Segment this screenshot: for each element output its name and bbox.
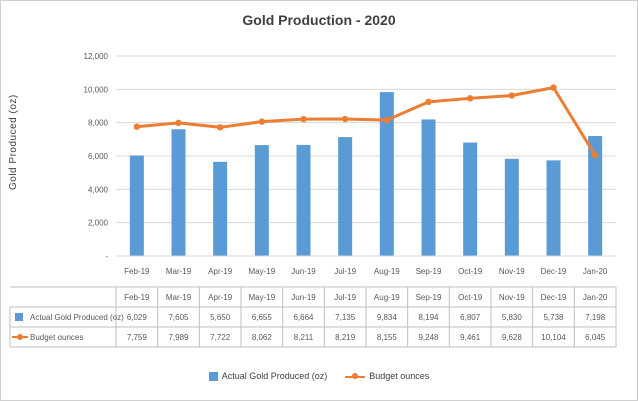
table-value-cell: 8,211 — [294, 333, 314, 342]
x-tick-label: Jan-20 — [583, 267, 608, 276]
bar-actual-Jan-20 — [588, 136, 603, 256]
table-header-cell: Feb-19 — [124, 293, 150, 302]
x-tick-label: Sep-19 — [416, 267, 442, 276]
legend-item-actual: Actual Gold Produced (oz) — [208, 371, 328, 381]
table-row-label: Actual Gold Produced (oz) — [30, 313, 124, 322]
table-value-cell: 9,834 — [377, 313, 398, 322]
legend: Actual Gold Produced (oz) Budget ounces — [0, 371, 638, 381]
table-value-cell: 5,830 — [502, 313, 523, 322]
table-header-cell: Sep-19 — [416, 293, 442, 302]
x-tick-label: Mar-19 — [166, 267, 192, 276]
bar-actual-Jun-19 — [296, 144, 311, 256]
point-budget-Jun-19 — [300, 115, 307, 123]
y-tick-label: 4,000 — [88, 185, 109, 194]
y-tick-label: 8,000 — [88, 119, 109, 128]
legend-swatch-line — [345, 372, 366, 381]
legend-label-actual: Actual Gold Produced (oz) — [221, 371, 328, 381]
table-value-cell: 6,807 — [460, 313, 481, 322]
table-header-cell: Oct-19 — [458, 293, 483, 302]
table-value-cell: 5,650 — [210, 313, 231, 322]
x-tick-label: Dec-19 — [541, 267, 567, 276]
x-tick-label: Jul-19 — [334, 267, 356, 276]
table-value-cell: 7,605 — [168, 313, 189, 322]
x-tick-label: May-19 — [248, 267, 275, 276]
legend-swatch-bar — [208, 371, 218, 381]
table-row-label: Budget ounces — [30, 333, 83, 342]
x-tick-label: Oct-19 — [458, 267, 483, 276]
table-value-cell: 7,759 — [127, 333, 148, 342]
point-budget-Jul-19 — [341, 115, 349, 123]
bar-actual-Jul-19 — [338, 137, 353, 256]
y-tick-label: 2,000 — [88, 219, 109, 228]
point-budget-Aug-19 — [383, 116, 391, 124]
table-value-cell: 6,029 — [127, 313, 148, 322]
bar-actual-Feb-19 — [129, 155, 144, 256]
table-header-cell: Aug-19 — [374, 293, 400, 302]
bar-actual-Nov-19 — [504, 158, 519, 256]
table-header-cell: Jul-19 — [334, 293, 356, 302]
table-header-cell: Jan-20 — [583, 293, 608, 302]
x-tick-label: Nov-19 — [499, 267, 525, 276]
table-header-cell: Jun-19 — [291, 293, 316, 302]
bar-actual-Apr-19 — [213, 161, 228, 256]
table-value-cell: 6,045 — [585, 333, 606, 342]
point-budget-Oct-19 — [466, 95, 474, 102]
point-budget-Jan-20 — [591, 152, 599, 159]
table-value-cell: 6,664 — [293, 313, 314, 322]
y-tick-label: 10,000 — [84, 85, 109, 94]
point-budget-Dec-19 — [550, 84, 557, 91]
bar-actual-Mar-19 — [171, 129, 186, 256]
table-header-cell: Nov-19 — [499, 293, 525, 302]
table-value-cell: 10,104 — [541, 333, 566, 342]
x-tick-label: Apr-19 — [208, 267, 233, 276]
table-value-cell: 9,248 — [418, 333, 439, 342]
table-value-cell: 8,155 — [377, 333, 398, 342]
table-value-cell: 8,194 — [418, 313, 439, 322]
table-value-cell: 7,135 — [335, 313, 356, 322]
table-header-cell: Apr-19 — [208, 293, 233, 302]
table-header-cell: Dec-19 — [541, 293, 567, 302]
point-budget-Apr-19 — [216, 124, 224, 131]
x-tick-label: Jun-19 — [291, 267, 316, 276]
line-budget — [136, 86, 597, 157]
table-header-cell: May-19 — [248, 293, 275, 302]
legend-item-budget: Budget ounces — [345, 371, 429, 381]
point-budget-May-19 — [258, 118, 266, 125]
bar-actual-Aug-19 — [379, 92, 394, 256]
x-tick-label: Feb-19 — [124, 267, 150, 276]
y-tick-label: - — [105, 252, 108, 261]
bar-actual-Sep-19 — [421, 119, 436, 256]
point-budget-Feb-19 — [133, 123, 141, 130]
point-budget-Mar-19 — [175, 119, 182, 127]
point-budget-Sep-19 — [425, 98, 432, 106]
table-value-cell: 7,198 — [585, 313, 606, 322]
bar-actual-Oct-19 — [463, 142, 478, 256]
x-tick-label: Aug-19 — [374, 267, 400, 276]
table-key-marker — [17, 334, 23, 340]
table-value-cell: 7,722 — [210, 333, 231, 342]
table-header-cell: Mar-19 — [166, 293, 192, 302]
table-value-cell: 6,655 — [252, 313, 273, 322]
bar-actual-Dec-19 — [546, 160, 561, 256]
table-key-bar — [15, 313, 23, 321]
point-budget-Nov-19 — [508, 92, 516, 99]
y-tick-label: 6,000 — [88, 152, 109, 161]
table-value-cell: 7,989 — [168, 333, 189, 342]
bar-actual-May-19 — [254, 145, 269, 256]
table-value-cell: 9,461 — [460, 333, 481, 342]
table-value-cell: 9,628 — [502, 333, 523, 342]
table-value-cell: 5,738 — [543, 313, 564, 322]
legend-label-budget: Budget ounces — [369, 371, 430, 381]
table-value-cell: 8,062 — [252, 333, 273, 342]
table-value-cell: 8,219 — [335, 333, 356, 342]
y-tick-label: 12,000 — [84, 52, 109, 61]
chart-title: Gold Production - 2020 — [242, 12, 396, 28]
